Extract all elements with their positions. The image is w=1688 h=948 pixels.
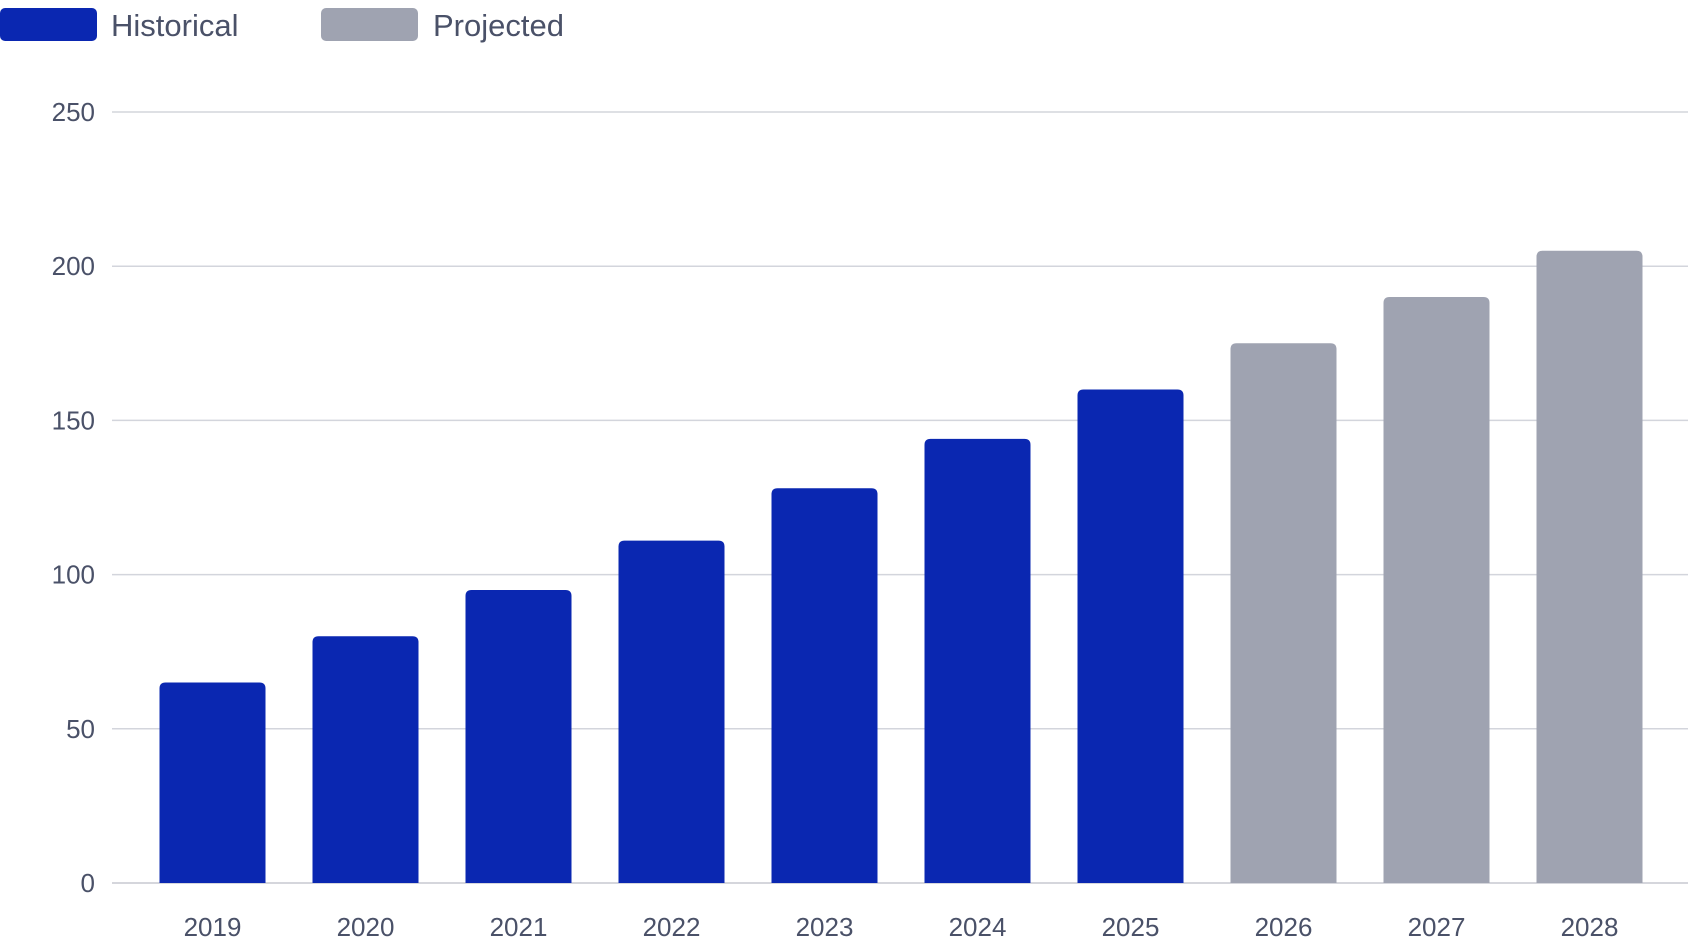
- x-tick-label-2020: 2020: [337, 912, 395, 942]
- y-axis-tick-labels: 0 50 100 150 200 250: [52, 97, 95, 898]
- x-tick-label-2028: 2028: [1561, 912, 1619, 942]
- x-axis-tick-labels: 2019 2020 2021 2022 2023 2024 2025 2026 2027 2028: [184, 912, 1619, 942]
- legend-swatch-projected: [321, 8, 418, 41]
- y-tick-label-200: 200: [52, 251, 95, 281]
- y-tick-label-0: 0: [81, 868, 95, 898]
- bar-2020: [312, 636, 419, 883]
- y-tick-label-250: 250: [52, 97, 95, 127]
- y-tick-label-100: 100: [52, 560, 95, 590]
- bar-2024: [924, 438, 1031, 883]
- x-tick-label-2019: 2019: [184, 912, 242, 942]
- bar-2028: [1536, 250, 1643, 883]
- legend-swatch-historical: [0, 8, 97, 41]
- bar-2019: [159, 682, 266, 883]
- bar-2027: [1383, 297, 1490, 883]
- legend-label-historical: Historical: [111, 8, 238, 43]
- x-tick-label-2026: 2026: [1255, 912, 1313, 942]
- bar-2025: [1077, 389, 1184, 883]
- x-tick-label-2021: 2021: [490, 912, 548, 942]
- bar-2023: [771, 488, 878, 883]
- x-tick-label-2024: 2024: [949, 912, 1007, 942]
- y-tick-label-50: 50: [66, 714, 95, 744]
- x-tick-label-2022: 2022: [643, 912, 701, 942]
- y-tick-label-150: 150: [52, 405, 95, 435]
- legend: Historical Projected: [0, 8, 564, 43]
- x-tick-label-2027: 2027: [1408, 912, 1466, 942]
- bar-2021: [465, 590, 572, 883]
- x-tick-label-2025: 2025: [1102, 912, 1160, 942]
- x-tick-label-2023: 2023: [796, 912, 854, 942]
- bars: [159, 250, 1643, 883]
- bar-2026: [1230, 343, 1337, 883]
- bar-2022: [618, 540, 725, 883]
- legend-label-projected: Projected: [433, 8, 564, 43]
